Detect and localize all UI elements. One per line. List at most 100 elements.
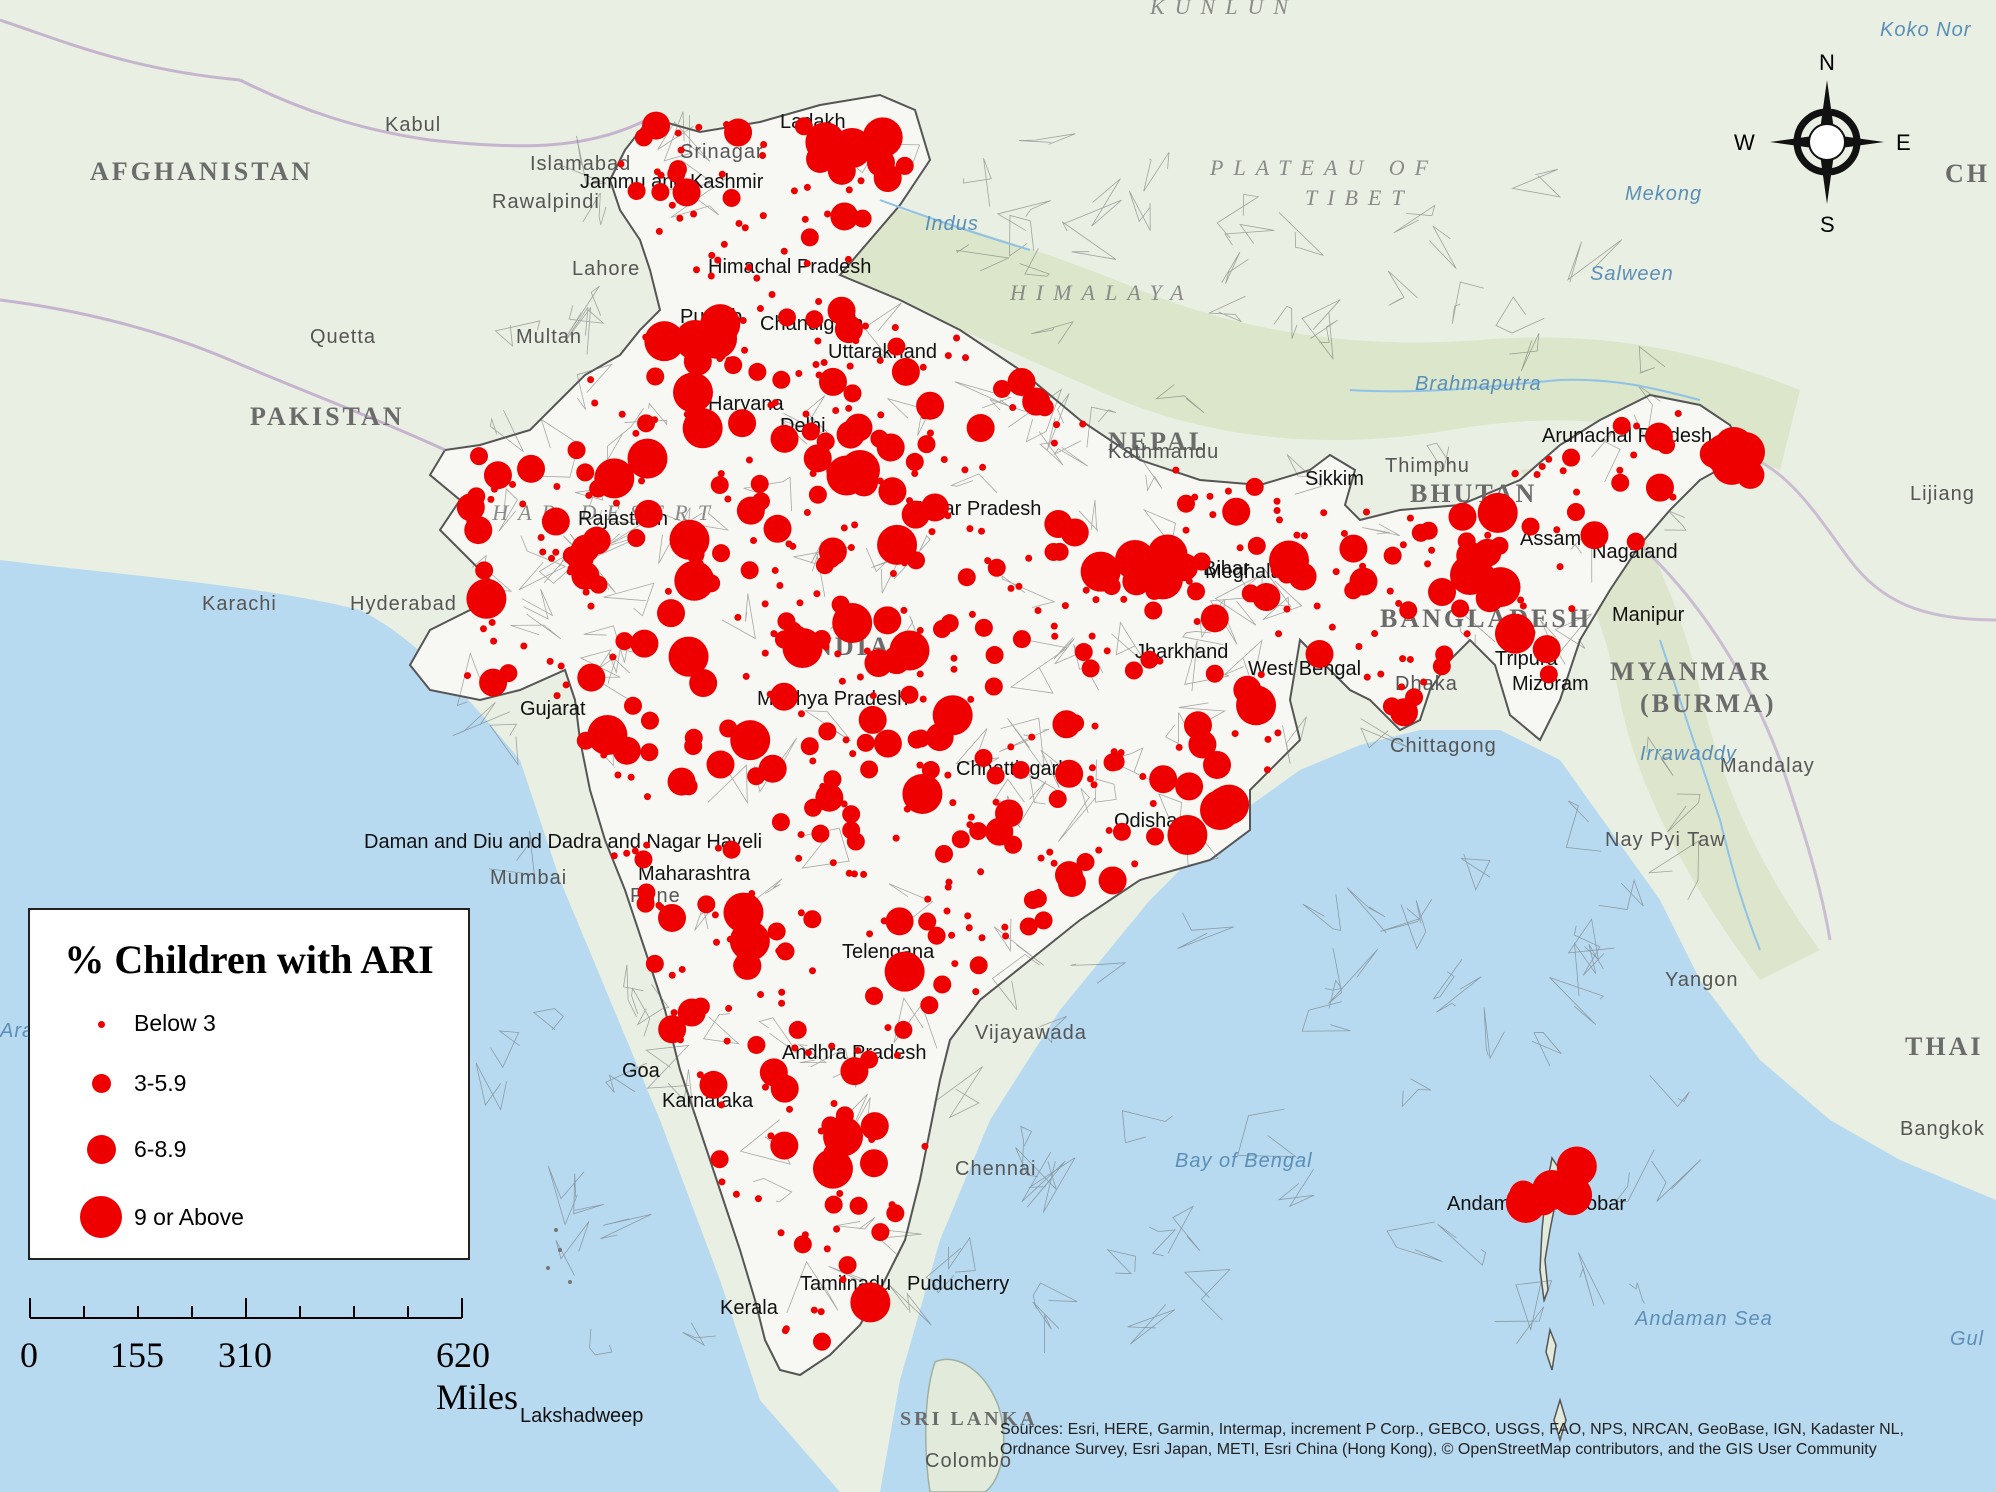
ari-dot-6-8.9 <box>1288 562 1317 591</box>
ari-dot-below-3 <box>581 546 589 554</box>
ari-dot-6-8.9 <box>966 414 995 443</box>
ari-dot-6-8.9 <box>1645 473 1674 502</box>
city-label: Mumbai <box>490 867 567 889</box>
ari-dot-6-8.9 <box>873 729 902 758</box>
ari-dot-below-3 <box>761 600 769 608</box>
water-label: Mekong <box>1625 183 1702 205</box>
ari-dot-below-3 <box>817 1308 825 1316</box>
ari-dot-below-3 <box>562 681 570 689</box>
sri-lanka <box>925 1358 1005 1492</box>
ari-dot-below-3 <box>1209 511 1217 519</box>
ari-dot-below-3 <box>1139 772 1147 780</box>
district-line <box>1143 152 1170 192</box>
ari-dot-3-5.9 <box>697 895 716 914</box>
state-label: Maharashtra <box>638 863 751 885</box>
ari-dot-6-8.9 <box>858 705 887 734</box>
ari-dot-below-3 <box>1398 683 1406 691</box>
district-line <box>1001 575 1056 608</box>
ari-dot-below-3 <box>1046 848 1054 856</box>
legend: % Children with ARI Below 3 3-5.9 6-8.9 … <box>28 908 470 1260</box>
district-line <box>1020 1125 1033 1173</box>
city-label: Lijiang <box>1910 483 1975 505</box>
ari-dot-3-5.9 <box>1383 546 1402 565</box>
ari-dot-below-3 <box>539 548 547 556</box>
ari-dot-6-8.9 <box>483 461 512 490</box>
ari-dot-below-3 <box>610 852 618 860</box>
ari-dot-3-5.9 <box>576 463 595 482</box>
district-line <box>1107 747 1152 781</box>
ari-dot-below-3 <box>866 930 874 938</box>
ari-dot-6-8.9 <box>815 783 844 812</box>
state-label: Himachal Pradesh <box>708 256 871 278</box>
ari-dot-below-3 <box>968 610 976 618</box>
ari-dot-below-3 <box>1463 630 1471 638</box>
district-line <box>532 1008 564 1031</box>
ari-dot-3-5.9 <box>733 956 752 975</box>
ari-dot-3-5.9 <box>843 384 862 403</box>
ari-dot-below-3 <box>509 480 517 488</box>
district-line <box>1567 918 1615 961</box>
district-line <box>1214 573 1263 626</box>
ari-dot-6-8.9 <box>656 599 685 628</box>
ari-dot-below-3 <box>1092 596 1100 604</box>
ari-dot-below-3 <box>693 527 701 535</box>
ari-dot-9-or-above <box>812 1148 853 1189</box>
ari-dot-below-3 <box>803 260 811 268</box>
ari-dot-below-3 <box>711 911 719 919</box>
scale-label-310: 310 <box>218 1335 272 1375</box>
ari-dot-below-3 <box>962 354 970 362</box>
ari-dot-3-5.9 <box>686 545 705 564</box>
district-line <box>893 997 938 1049</box>
district-line <box>1451 281 1484 324</box>
state-label: Lakshadweep <box>520 1405 643 1427</box>
ari-dot-below-3 <box>1002 932 1010 940</box>
district-line <box>547 1165 585 1226</box>
ari-dot-below-3 <box>978 934 986 942</box>
ari-dot-below-3 <box>1009 404 1017 412</box>
district-line <box>564 306 592 355</box>
ari-dot-below-3 <box>1091 722 1099 730</box>
district-line <box>490 1030 520 1069</box>
scale-label-155: 155 <box>110 1335 164 1375</box>
ari-dot-9-or-above <box>832 603 873 644</box>
ari-dot-below-3 <box>546 657 554 665</box>
district-line <box>1021 1151 1066 1208</box>
legend-symbol-6-8.9 <box>87 1135 116 1164</box>
ari-dot-3-5.9 <box>907 551 926 570</box>
ari-dot-below-3 <box>1328 623 1336 631</box>
ari-dot-below-3 <box>692 373 700 381</box>
ari-dot-3-5.9 <box>789 625 808 644</box>
water-label: Irrawaddy <box>1640 743 1737 765</box>
ari-dot-below-3 <box>1669 493 1677 501</box>
district-line <box>1038 431 1064 466</box>
ari-dot-3-5.9 <box>1277 565 1296 584</box>
state-label: Bihar <box>1203 558 1250 580</box>
ari-dot-below-3 <box>884 1024 892 1032</box>
ari-dot-below-3 <box>487 495 495 503</box>
ari-dot-below-3 <box>801 1231 809 1239</box>
ari-dot-below-3 <box>717 1101 725 1109</box>
ari-dot-below-3 <box>1264 735 1272 743</box>
ari-dot-3-5.9 <box>927 926 946 945</box>
ari-dot-below-3 <box>803 183 811 191</box>
district-line <box>1591 429 1621 483</box>
ari-dot-below-3 <box>686 389 694 397</box>
district-line <box>1037 1016 1067 1044</box>
district-line <box>1509 333 1540 372</box>
state-label: Nagaland <box>1592 541 1678 563</box>
ari-dot-6-8.9 <box>1044 510 1073 539</box>
state-label: Gujarat <box>520 698 586 720</box>
ari-dot-below-3 <box>693 266 701 274</box>
district-line <box>1325 979 1343 1009</box>
ari-dot-below-3 <box>1053 421 1061 429</box>
ari-dot-below-3 <box>617 160 625 168</box>
ari-dot-6-8.9 <box>672 178 701 207</box>
ari-dot-below-3 <box>916 670 924 678</box>
ari-dot-below-3 <box>1007 584 1015 592</box>
ari-dot-3-5.9 <box>634 128 653 147</box>
ari-dot-below-3 <box>949 799 957 807</box>
district-line <box>488 831 535 876</box>
district-line <box>538 552 571 584</box>
ari-dot-3-5.9 <box>637 883 656 902</box>
